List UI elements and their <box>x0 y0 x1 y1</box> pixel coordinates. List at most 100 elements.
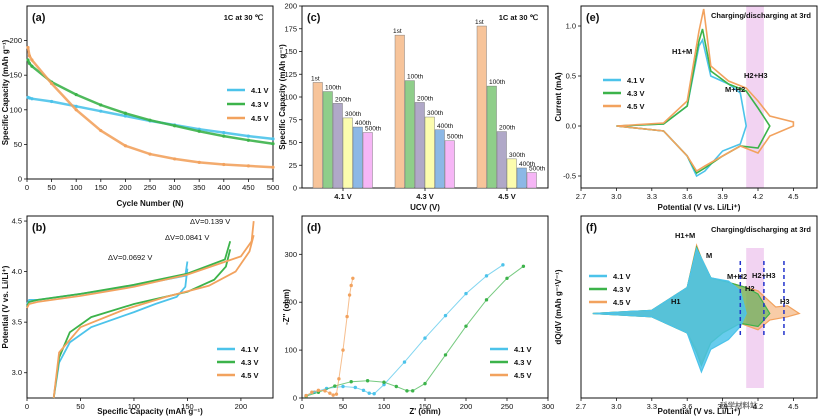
x-tick-label: 300 <box>542 402 555 411</box>
bar-label: 1st <box>393 28 402 35</box>
x-tick-label: 0 <box>300 402 304 411</box>
bar-label: 200th <box>499 125 516 132</box>
bar-200th-0 <box>332 103 343 189</box>
plot-area <box>26 215 274 399</box>
panel-label: (a) <box>32 12 46 24</box>
data-point <box>271 137 275 141</box>
y-tick-label: 25 <box>289 161 297 170</box>
x-tick-label: 100 <box>378 402 391 411</box>
series-line-4.3V <box>26 59 274 145</box>
data-point <box>271 142 275 146</box>
bar-400th-0 <box>352 126 363 189</box>
data-point <box>173 157 177 161</box>
data-point <box>443 353 448 357</box>
legend-label: 4.3 V <box>514 358 532 367</box>
bar-500th-0 <box>362 132 373 189</box>
y-tick-label: 175 <box>284 24 297 33</box>
bar-500th-2 <box>526 172 537 189</box>
bar-100th-0 <box>322 91 333 189</box>
y-tick-label: 150 <box>9 71 22 80</box>
bar-100th-1 <box>404 80 415 189</box>
series-discharge-4.3V <box>52 249 232 399</box>
chart-annotation: Charging/discharging at 3rd <box>711 225 811 234</box>
y-tick-label: 0 <box>293 394 297 403</box>
data-point <box>27 54 32 58</box>
data-point <box>337 377 341 381</box>
delta-v-annotation: ΔV=0.139 V <box>190 217 230 226</box>
data-point <box>50 81 54 86</box>
x-tick-label: 3.9 <box>717 402 727 411</box>
data-point <box>99 128 103 133</box>
chart-annotation: 1C at 30 ℃ <box>224 13 264 22</box>
y-axis-label: Specific Capacity (mAh g⁻¹) <box>278 44 287 150</box>
bar-label: 300th <box>345 111 362 118</box>
series-charge-4.3V <box>26 241 232 307</box>
data-point <box>99 109 103 113</box>
legend-label: 4.5 V <box>514 371 532 380</box>
y-tick-label: 200 <box>284 298 297 307</box>
bar-1st-1 <box>394 34 405 189</box>
x-tick-label: 4.5 V <box>498 192 516 201</box>
bar-1st-2 <box>476 25 487 189</box>
x-tick-label: 150 <box>95 183 108 192</box>
y-axis-label: Potential (V vs. Li/Li⁺) <box>1 265 10 348</box>
bar-label: 100th <box>489 79 506 86</box>
y-tick-label: 50 <box>289 138 297 147</box>
data-point <box>310 390 314 394</box>
legend-label: 4.1 V <box>627 76 645 85</box>
legend-label: 4.3 V <box>627 89 645 98</box>
panel-d: 0 50 100 150 200 250 300 0 100 200 300 (d) 4.1 V 4.3 … <box>282 215 555 416</box>
x-tick-label: 3.3 <box>647 402 657 411</box>
plot-area <box>301 215 549 399</box>
data-point <box>367 391 371 395</box>
legend-label: 4.3 V <box>613 285 631 294</box>
x-tick-label: 150 <box>181 402 194 411</box>
peak-label: M+H2 <box>725 85 745 94</box>
data-point <box>411 389 415 393</box>
y-tick-label: 125 <box>284 70 297 79</box>
bar-300th-2 <box>506 158 517 189</box>
y-tick-label: 200 <box>284 2 297 11</box>
bar-label: 500th <box>447 134 464 141</box>
data-point <box>27 96 32 100</box>
x-tick-label: 3.6 <box>682 192 692 201</box>
bar-label: 400th <box>519 161 536 168</box>
data-point <box>443 313 448 318</box>
x-axis-label: Specific Capacity (mAh g⁻¹) <box>97 407 203 416</box>
data-point <box>123 144 127 148</box>
data-point <box>246 138 250 142</box>
x-tick-label: 250 <box>144 183 157 192</box>
y-tick-label: 4.5 <box>12 217 22 226</box>
bar-label: 400th <box>437 123 454 130</box>
y-tick-label: 0 <box>18 175 22 184</box>
x-tick-label: 100 <box>70 183 83 192</box>
y-tick-label: 300 <box>284 250 297 259</box>
bar-label: 500th <box>529 166 546 173</box>
peak-label: H1+M <box>675 231 695 240</box>
x-tick-label: 300 <box>168 183 181 192</box>
legend-label: 4.5 V <box>251 114 269 123</box>
series-discharge-4.1V <box>52 268 189 399</box>
y-tick-label: 75 <box>289 115 297 124</box>
data-point <box>50 99 54 104</box>
bar-300th-0 <box>342 117 353 189</box>
legend-label: 4.1 V <box>251 86 269 95</box>
y-tick-label: 200 <box>9 36 22 45</box>
data-point <box>30 64 34 68</box>
data-point <box>26 45 30 50</box>
legend-label: 4.5 V <box>627 102 645 111</box>
x-tick-label: 4.2 <box>753 192 763 201</box>
data-point <box>323 389 327 393</box>
panel-label: (b) <box>32 222 46 234</box>
panel-label: (d) <box>307 222 321 234</box>
x-tick-label: 3.0 <box>611 402 621 411</box>
x-tick-label: 50 <box>339 402 347 411</box>
peak-label: H1+M <box>672 47 692 56</box>
data-point <box>197 160 201 164</box>
x-tick-label: 50 <box>47 183 55 192</box>
data-point <box>402 360 407 364</box>
peak-label: M <box>706 251 712 260</box>
data-point <box>423 381 427 386</box>
series-charge-4.5V <box>26 221 255 309</box>
